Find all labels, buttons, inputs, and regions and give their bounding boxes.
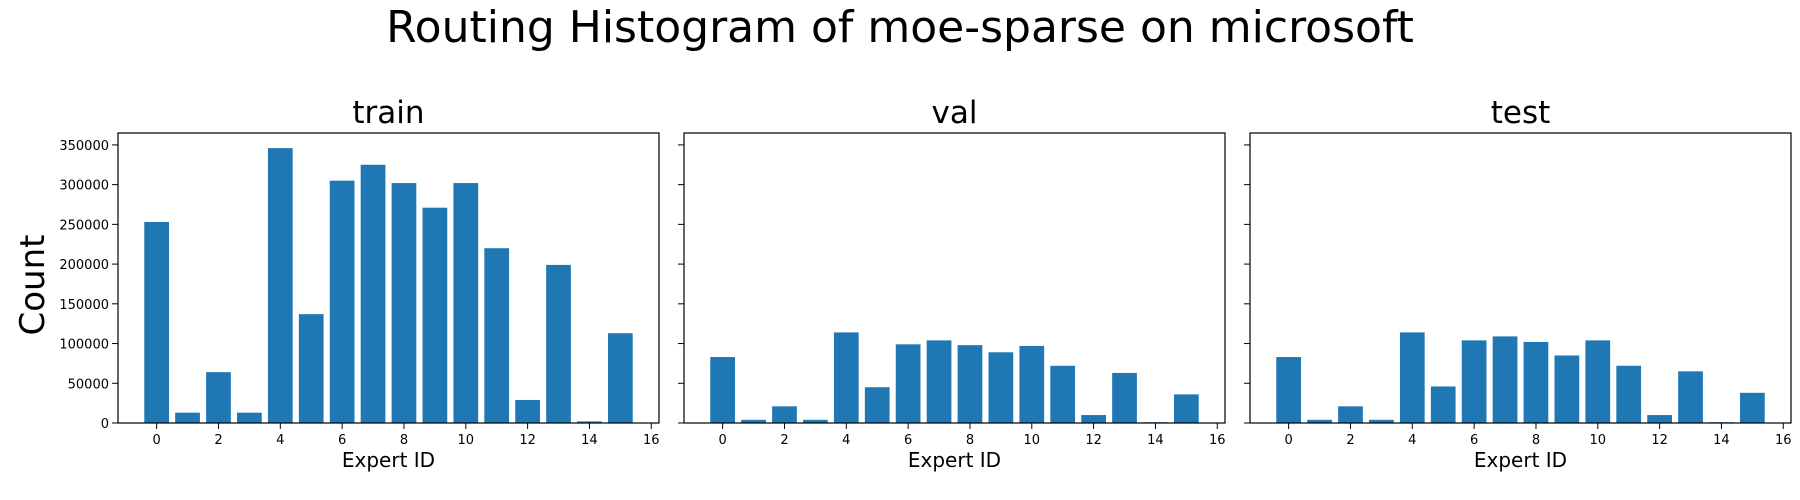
bar-expert-12 (515, 399, 540, 423)
x-tick-label: 10 (1590, 433, 1607, 448)
bar-expert-5 (864, 387, 890, 423)
bar-expert-0 (1276, 357, 1302, 423)
x-tick-label: 4 (276, 433, 284, 448)
bar-expert-6 (1461, 340, 1487, 423)
x-tick-label: 8 (400, 433, 408, 448)
subplot-title: train (352, 95, 424, 131)
bar-expert-3 (237, 412, 262, 423)
bar-expert-7 (1492, 336, 1518, 423)
x-tick-label: 12 (1651, 433, 1668, 448)
x-tick-label: 6 (904, 433, 912, 448)
bar-expert-3 (803, 419, 828, 423)
bar-expert-12 (1081, 415, 1106, 423)
y-tick-label: 350000 (59, 139, 109, 154)
bar-expert-15 (607, 333, 633, 423)
axes-frame (117, 132, 660, 424)
x-tick-label: 8 (966, 433, 974, 448)
x-tick-label: 14 (1713, 433, 1730, 448)
subplot-val: 0 2 4 6 8 10 12 14 16 val Expert ID (678, 95, 1226, 472)
y-tick-label: 0 (101, 417, 109, 432)
bar-expert-11 (484, 248, 510, 423)
bar-expert-9 (1554, 355, 1580, 423)
x-tick-label: 2 (1346, 433, 1354, 448)
x-tick-label: 14 (581, 433, 598, 448)
bar-expert-10 (453, 183, 479, 423)
bar-expert-6 (329, 180, 355, 423)
y-tick-label: 250000 (59, 218, 109, 233)
y-tick-label: 100000 (59, 338, 109, 353)
axes-frame (683, 132, 1226, 424)
x-tick-label: 12 (519, 433, 536, 448)
bar-expert-13 (1112, 372, 1137, 423)
bar-expert-10 (1585, 340, 1611, 423)
y-tick-label: 150000 (59, 298, 109, 313)
bar-expert-3 (1369, 419, 1394, 423)
x-axis-label: Expert ID (342, 448, 435, 472)
bar-expert-13 (1678, 371, 1703, 423)
bar-expert-1 (741, 419, 766, 423)
y-tick-label: 200000 (59, 258, 109, 273)
bar-expert-1 (1307, 419, 1332, 423)
bar-expert-2 (772, 406, 797, 423)
x-tick-label: 12 (1085, 433, 1102, 448)
bar-expert-4 (267, 148, 293, 423)
x-tick-label: 14 (1147, 433, 1164, 448)
x-tick-label: 16 (1209, 433, 1226, 448)
bar-expert-8 (391, 183, 417, 423)
bar-expert-1 (175, 412, 200, 423)
bar-expert-0 (144, 221, 170, 423)
x-tick-label: 2 (780, 433, 788, 448)
bar-expert-15 (1739, 392, 1765, 423)
y-tick-label: 50000 (68, 377, 109, 392)
figure-ylabel: Count (13, 235, 53, 336)
subplot-train: 0 2 4 6 8 10 12 14 16 0 50000 100000 150000 200000 250… (59, 95, 660, 472)
subplot-test: 0 2 4 6 8 10 12 14 16 test Expert ID (1244, 95, 1792, 472)
bar-expert-8 (957, 345, 983, 423)
x-tick-label: 0 (719, 433, 727, 448)
bar-expert-2 (1338, 406, 1363, 423)
bar-expert-8 (1523, 341, 1549, 423)
bar-expert-9 (988, 352, 1014, 423)
x-tick-label: 4 (1408, 433, 1416, 448)
x-tick-label: 10 (458, 433, 475, 448)
x-tick-label: 8 (1532, 433, 1540, 448)
y-tick-label: 300000 (59, 179, 109, 194)
x-tick-label: 10 (1024, 433, 1041, 448)
bar-expert-11 (1050, 365, 1076, 423)
bar-expert-5 (1430, 386, 1456, 423)
bar-expert-7 (926, 340, 952, 423)
subplot-title: test (1491, 95, 1551, 131)
figure-title: Routing Histogram of moe-sparse on micro… (386, 2, 1414, 53)
bar-expert-6 (895, 344, 921, 423)
subplot-title: val (932, 95, 978, 131)
x-tick-label: 2 (214, 433, 222, 448)
bar-expert-13 (546, 264, 571, 423)
bar-expert-4 (833, 332, 859, 423)
bar-expert-2 (206, 372, 231, 423)
x-tick-label: 16 (643, 433, 660, 448)
x-axis-label: Expert ID (1474, 448, 1567, 472)
x-tick-label: 0 (153, 433, 161, 448)
bar-expert-5 (298, 314, 324, 423)
x-tick-label: 6 (1470, 433, 1478, 448)
x-tick-label: 4 (842, 433, 850, 448)
subplots: 0 2 4 6 8 10 12 14 16 0 50000 100000 150000 200000 250… (59, 95, 1792, 472)
bar-expert-12 (1647, 415, 1672, 423)
x-tick-label: 0 (1285, 433, 1293, 448)
axes-frame (1249, 132, 1792, 424)
bar-expert-0 (710, 357, 736, 423)
x-tick-label: 16 (1775, 433, 1792, 448)
bar-expert-15 (1173, 394, 1199, 423)
x-tick-label: 6 (338, 433, 346, 448)
x-axis-label: Expert ID (908, 448, 1001, 472)
bar-expert-7 (360, 164, 386, 423)
bar-expert-4 (1399, 332, 1425, 423)
bar-expert-14 (577, 421, 602, 423)
bar-expert-9 (422, 207, 448, 423)
bar-expert-10 (1019, 345, 1045, 423)
bar-expert-11 (1616, 365, 1642, 423)
